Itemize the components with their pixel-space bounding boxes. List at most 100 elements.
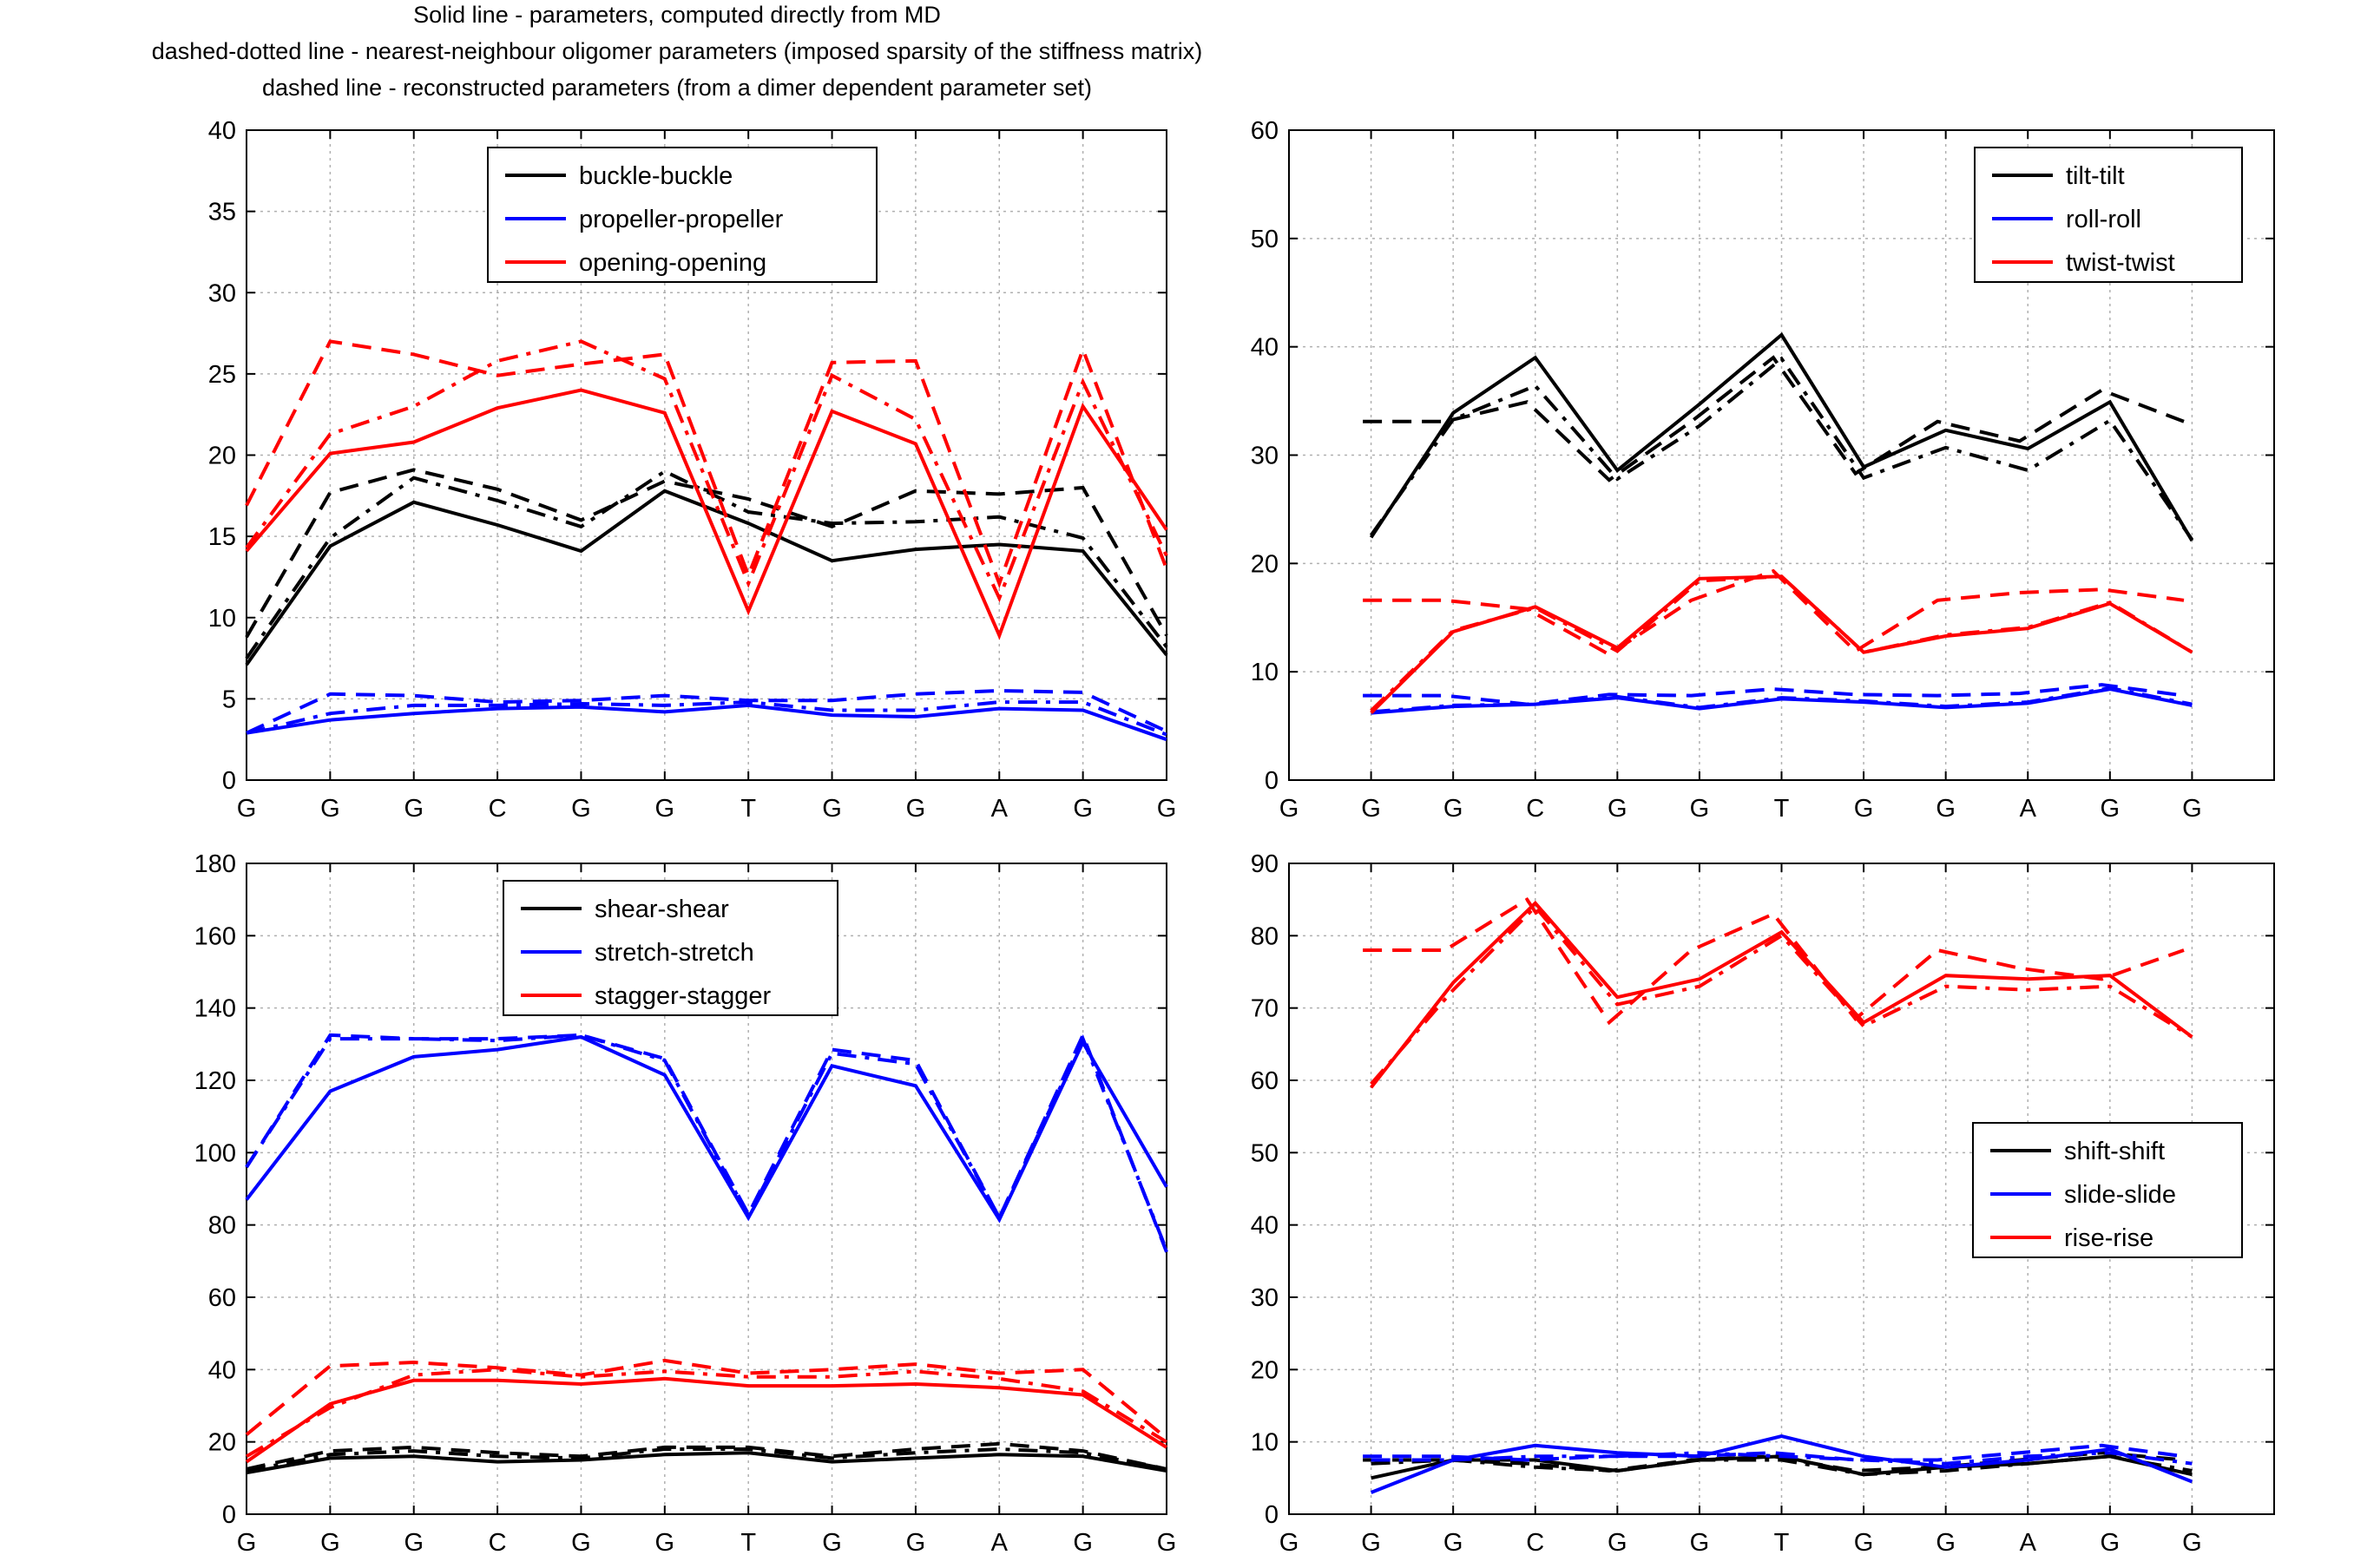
series-line-red-dashed	[245, 1358, 1168, 1440]
x-tick-label: G	[822, 1529, 842, 1557]
x-tick-label: G	[404, 1529, 424, 1557]
y-tick-label: 100	[194, 1139, 236, 1167]
y-tick-label: 0	[1265, 1501, 1279, 1529]
y-tick-label: 40	[1251, 334, 1279, 362]
x-tick-label: G	[1443, 795, 1463, 823]
y-tick-label: 60	[1251, 117, 1279, 145]
y-tick-label: 20	[1251, 1356, 1279, 1384]
legend-label: shear-shear	[595, 896, 729, 923]
legend-box	[1972, 1122, 2243, 1258]
chart-panel-3: 0 20 40 60 80 100 120 140 160 180 G G G C G G T G G A G Gshea…	[194, 850, 1177, 1557]
y-tick-label: 50	[1251, 226, 1279, 253]
legend-label: stagger-stagger	[595, 982, 771, 1010]
legend-label: opening-opening	[579, 249, 766, 277]
x-tick-label: G	[1157, 795, 1177, 823]
x-tick-label: G	[1854, 795, 1874, 823]
chart-panel-4: 0 10 20 30 40 50 60 70 80 90 G G G C G G T G G A G Gshift-shi…	[1251, 850, 2275, 1557]
series-line-black-dashdot	[1371, 1454, 2193, 1477]
y-tick-label: 15	[208, 523, 236, 551]
x-tick-label: G	[1073, 1529, 1093, 1557]
y-tick-label: 35	[208, 199, 236, 226]
y-tick-label: 90	[1251, 850, 1279, 878]
series-line-blue-dashed	[1363, 1443, 2185, 1462]
x-tick-label: G	[655, 1529, 675, 1557]
y-tick-label: 20	[1251, 550, 1279, 578]
x-tick-label: T	[1774, 1529, 1790, 1557]
legend-label: tilt-tilt	[2066, 162, 2125, 190]
legend: tilt-tilt roll-roll twist-twist	[1974, 147, 2243, 283]
x-tick-label: G	[1690, 1529, 1710, 1557]
y-tick-label: 10	[1251, 1429, 1279, 1457]
x-tick-label: G	[1073, 795, 1093, 823]
x-tick-label: G	[1608, 1529, 1627, 1557]
series-line-red-dashed	[1363, 896, 2185, 1026]
series-line-red-solid	[1370, 900, 2193, 1089]
y-tick-label: 40	[208, 117, 236, 145]
y-tick-label: 30	[1251, 443, 1279, 470]
y-tick-label: 25	[208, 361, 236, 389]
y-tick-label: 30	[1251, 1284, 1279, 1312]
series-line-red-solid	[245, 1376, 1168, 1464]
caption-dashdot-line: dashed-dotted line - nearest-neighbour o…	[151, 38, 1203, 64]
y-tick-label: 60	[208, 1284, 236, 1312]
y-tick-label: 20	[208, 443, 236, 470]
x-tick-label: G	[2182, 1529, 2202, 1557]
x-tick-label: G	[1608, 795, 1627, 823]
series-line-blue-dashdot	[245, 1033, 1168, 1251]
y-tick-label: 160	[194, 922, 236, 950]
series-line-black-dashdot	[246, 1447, 1167, 1473]
plot-frame	[246, 863, 1167, 1515]
x-tick-label: A	[2020, 795, 2037, 823]
x-tick-label: G	[1279, 795, 1299, 823]
x-tick-label: G	[320, 795, 340, 823]
y-tick-label: 0	[1265, 767, 1279, 795]
y-tick-label: 10	[1251, 659, 1279, 686]
x-tick-label: G	[1854, 1529, 1874, 1557]
y-tick-label: 70	[1251, 995, 1279, 1023]
y-tick-label: 140	[194, 995, 236, 1023]
series-line-black-dashdot	[1369, 356, 2194, 541]
caption-solid-line: Solid line - parameters, computed direct…	[413, 2, 941, 28]
x-tick-label: G	[906, 1529, 926, 1557]
x-tick-label: G	[1936, 795, 1956, 823]
series-line-black-dashdot	[245, 469, 1168, 659]
x-tick-label: G	[655, 795, 675, 823]
legend-label: propeller-propeller	[579, 206, 784, 233]
y-tick-label: 120	[194, 1067, 236, 1095]
x-tick-label: G	[404, 795, 424, 823]
x-tick-label: G	[1443, 1529, 1463, 1557]
y-tick-label: 40	[1251, 1212, 1279, 1240]
x-tick-label: G	[906, 795, 926, 823]
legend-box	[503, 880, 838, 1016]
series-line-black-solid	[245, 489, 1168, 666]
series-line-black-dashed	[245, 468, 1168, 639]
x-tick-label: T	[740, 1529, 756, 1557]
x-tick-label: C	[1526, 1529, 1544, 1557]
x-tick-label: C	[1526, 795, 1544, 823]
series-line-black-dashed	[1363, 355, 2185, 482]
x-tick-label: G	[2101, 795, 2121, 823]
legend: shift-shift slide-slide rise-rise	[1972, 1122, 2243, 1258]
x-tick-label: A	[991, 795, 1009, 823]
x-tick-label: G	[1361, 1529, 1381, 1557]
x-tick-label: G	[1279, 1529, 1299, 1557]
y-tick-label: 0	[222, 767, 236, 795]
series-line-black-dashed	[246, 1441, 1167, 1471]
x-tick-label: G	[1936, 1529, 1956, 1557]
legend-label: shift-shift	[2064, 1138, 2165, 1165]
series-line-red-solid	[245, 388, 1168, 640]
series-line-red-dashed	[1363, 568, 2185, 657]
series-line-red-dashed	[245, 339, 1168, 589]
y-tick-label: 5	[222, 686, 236, 713]
legend: shear-shear stretch-stretch stagger-stagge…	[503, 880, 838, 1016]
x-tick-label: G	[237, 795, 257, 823]
y-tick-label: 20	[208, 1429, 236, 1457]
x-tick-label: G	[822, 795, 842, 823]
y-tick-label: 0	[222, 1501, 236, 1529]
y-tick-label: 60	[1251, 1067, 1279, 1095]
series-line-red-dashdot	[245, 1368, 1168, 1459]
x-tick-label: G	[320, 1529, 340, 1557]
series-line-red-dashdot	[245, 339, 1168, 603]
chart-panel-1: 0 5 10 15 20 25 30 35 40 G G G C G G T G G A G Gbuckle-buckl…	[208, 117, 1177, 823]
series-line-blue-dashdot	[1371, 1451, 2193, 1466]
